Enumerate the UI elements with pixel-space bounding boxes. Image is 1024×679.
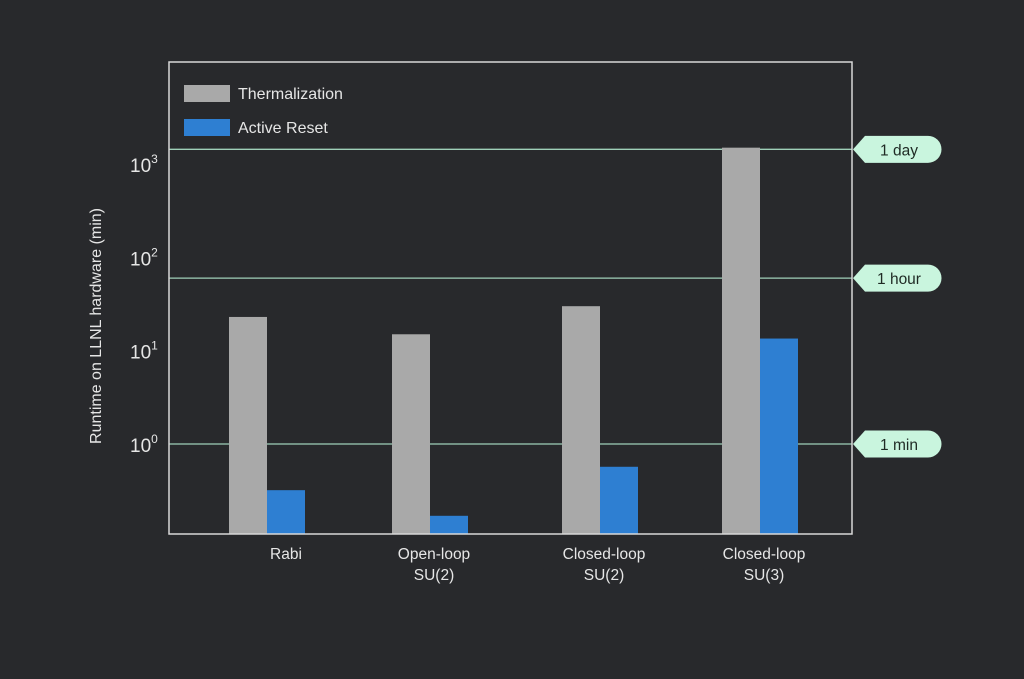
legend-label-thermalization: Thermalization [238, 86, 343, 103]
x-tick-label-1: Open-loop SU(2) [398, 546, 470, 584]
bar-active-reset-1 [430, 515, 468, 534]
y-tick-label-3: 103 [130, 152, 158, 177]
y-axis-label: Runtime on LLNL hardware (min) [88, 208, 105, 444]
y-tick-labels: 100 101 102 103 [130, 152, 158, 457]
legend-label-active-reset: Active Reset [238, 120, 328, 137]
reference-badges: 1 day 1 hour 1 min [853, 135, 942, 458]
bar-thermalization-3 [722, 147, 760, 534]
bar-active-reset-3 [760, 338, 798, 534]
badge-label-1-hour: 1 hour [877, 271, 921, 288]
badge-label-1-day: 1 day [880, 142, 918, 159]
x-tick-label-0: Rabi [270, 546, 302, 563]
bar-active-reset-0 [267, 490, 305, 534]
badge-shape-1-min [853, 430, 942, 458]
badge-shape-1-day [853, 135, 942, 163]
legend-swatch-active-reset [184, 119, 230, 136]
badge-1-min: 1 min [853, 430, 942, 458]
x-tick-label-3: Closed-loop SU(3) [723, 546, 806, 584]
bar-thermalization-2 [562, 306, 600, 534]
y-tick-label-1: 101 [130, 339, 158, 364]
badge-label-1-min: 1 min [880, 437, 918, 454]
x-tick-label-2: Closed-loop SU(2) [563, 546, 646, 584]
bars [229, 147, 798, 534]
plot-frame [168, 61, 853, 535]
y-tick-label-0: 100 [130, 432, 158, 457]
badge-1-hour: 1 hour [853, 264, 942, 292]
legend-swatch-thermalization [184, 85, 230, 102]
badge-1-day: 1 day [853, 135, 942, 163]
y-tick-label-2: 102 [130, 245, 158, 270]
badge-shape-1-hour [853, 264, 942, 292]
legend: Thermalization Active Reset [184, 85, 343, 137]
bar-active-reset-2 [600, 466, 638, 534]
bar-thermalization-1 [392, 334, 430, 534]
bar-thermalization-0 [229, 316, 267, 534]
x-tick-labels: Rabi Open-loop SU(2) Closed-loop SU(2) Closed… [270, 546, 805, 584]
